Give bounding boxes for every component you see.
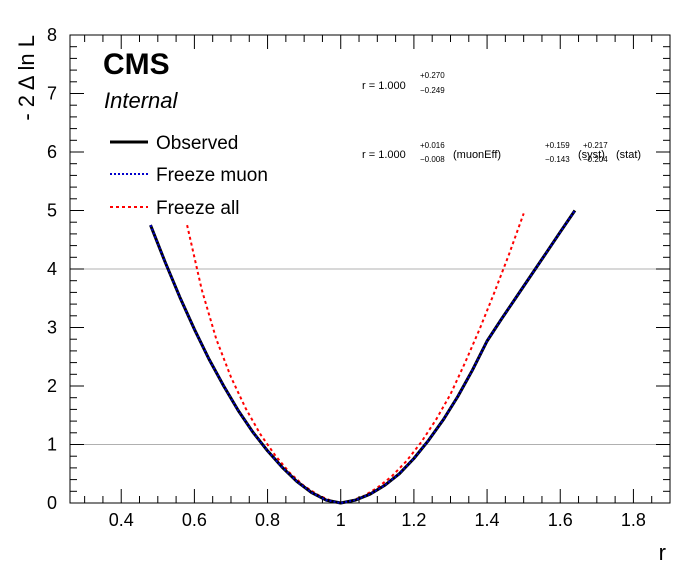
x-axis-title: r [659,540,666,565]
annotation-syst-up: +0.159 [545,141,570,150]
annotation-total-down: −0.249 [420,86,445,95]
x-tick-label: 0.8 [255,510,280,530]
annotation-total-prefix: r = 1.000 [362,80,406,92]
y-tick-label: 6 [47,142,57,162]
annotation-total: r = 1.000 +0.270 −0.249 [362,71,445,95]
legend-label-observed: Observed [156,133,238,154]
annotation-syst-label: (syst) [578,149,605,161]
annotation-muoneff-up: +0.016 [420,141,445,150]
y-axis-title: - 2 Δ ln L [14,35,39,121]
series-line-freeze-all [186,213,525,504]
x-axis-ticks: 0.4 0.6 0.8 1 1.2 1.4 1.6 1.8 [84,35,671,530]
annotation-breakdown-prefix: r = 1.000 [362,149,406,161]
annotation-muoneff-down: −0.008 [420,155,445,164]
series-line-freeze-muon [149,209,576,504]
y-tick-label: 8 [47,25,57,45]
y-tick-label: 0 [47,493,57,513]
legend: Observed Freeze muon Freeze all [110,133,268,219]
internal-label: Internal [104,88,178,113]
y-axis-ticks: 0 1 2 3 4 5 6 7 8 [47,25,670,513]
annotation-syst-down: −0.143 [545,155,570,164]
legend-label-freeze-muon: Freeze muon [156,165,268,186]
cms-label: CMS [103,48,170,81]
reference-lines [70,268,670,445]
curves [149,209,577,505]
annotation-total-up: +0.270 [420,71,445,80]
x-tick-label: 0.6 [182,510,207,530]
y-tick-label: 4 [47,259,57,279]
series-line-observed [149,209,577,505]
annotation-breakdown: r = 1.000 +0.016 −0.008 (muonEff) +0.159… [362,141,641,164]
x-tick-label: 1.6 [548,510,573,530]
x-tick-label: 0.4 [109,510,134,530]
y-tick-label: 2 [47,376,57,396]
annotation-stat-label: (stat) [616,149,641,161]
y-tick-label: 3 [47,318,57,338]
y-tick-label: 5 [47,201,57,221]
x-tick-label: 1.8 [621,510,646,530]
y-tick-label: 1 [47,435,57,455]
annotation-muoneff-label: (muonEff) [453,149,501,161]
y-tick-label: 7 [47,84,57,104]
x-tick-label: 1.4 [475,510,500,530]
annotation-stat-up: +0.217 [583,141,608,150]
legend-label-freeze-all: Freeze all [156,198,239,219]
annotation-stat-down: −0.204 [583,155,608,164]
x-tick-label: 1.2 [401,510,426,530]
x-tick-label: 1 [336,510,346,530]
